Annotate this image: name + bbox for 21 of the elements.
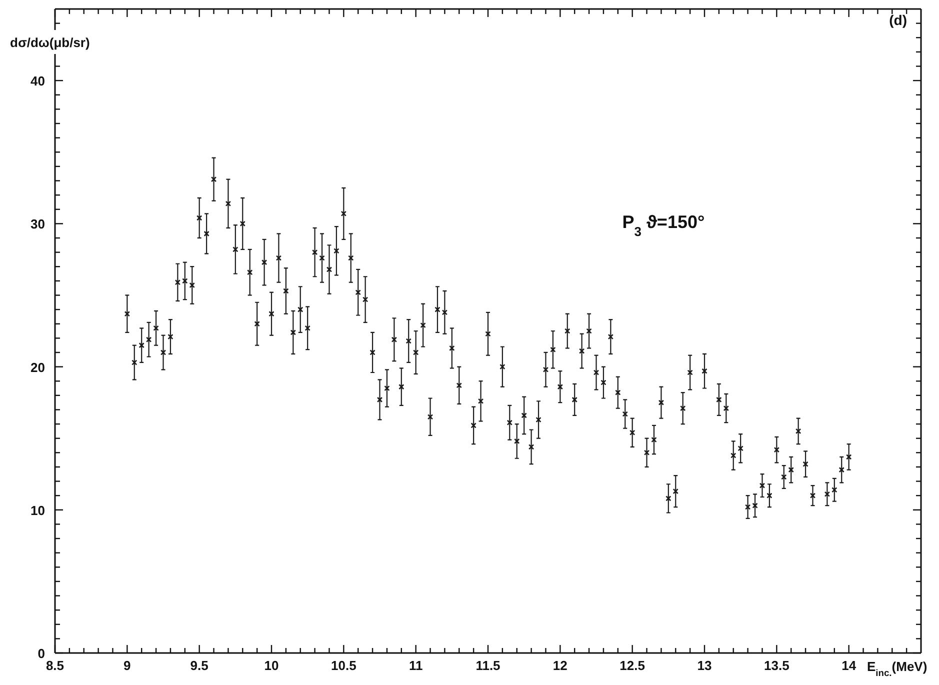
y-tick-label: 10: [30, 502, 45, 518]
x-tick-label: 12: [552, 658, 568, 673]
y-tick-label: 30: [30, 216, 45, 232]
y-tick-label: 0: [38, 646, 45, 661]
annotation: P$_{3}$ ϑ=150°: [622, 212, 705, 238]
y-axis-title: dσ/dω(μb/sr): [10, 35, 90, 50]
x-tick-label: 14: [842, 658, 857, 673]
chart-title: (d): [889, 12, 907, 28]
x-tick-label: 8.5: [46, 658, 64, 673]
x-tick-label: 12.5: [620, 658, 645, 673]
x-tick-label: 13.5: [764, 658, 790, 673]
x-tick-label: 10.5: [331, 658, 356, 673]
x-axis-title: E$_{inc.}$(MeV): [867, 659, 928, 678]
y-tick-label: 40: [30, 74, 45, 89]
x-tick-label: 9.5: [190, 658, 208, 673]
x-tick-label: 9: [124, 658, 131, 673]
x-tick-label: 11: [408, 658, 423, 673]
x-tick-label: 13: [697, 658, 712, 673]
x-tick-label: 11.5: [476, 658, 500, 673]
y-tick-label: 20: [30, 360, 45, 375]
x-tick-label: 10: [264, 658, 279, 673]
